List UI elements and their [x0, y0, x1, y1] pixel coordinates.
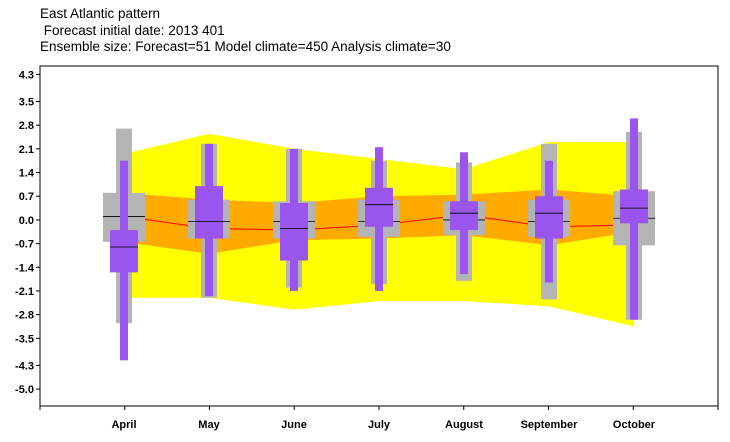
forecast-box: [450, 201, 478, 231]
x-axis: April May June July August September October: [39, 406, 719, 431]
y-tick-label: -4.3: [15, 360, 34, 372]
x-tick-label: September: [521, 419, 579, 431]
y-tick-label: -5.0: [15, 384, 34, 396]
chart-subtitle-ensemble-size: Ensemble size: Forecast=51 Model climate…: [40, 39, 451, 54]
forecast-box: [365, 187, 393, 227]
x-tick-label: June: [281, 419, 307, 431]
y-tick-label: -2.1: [15, 286, 34, 298]
box-group-september: [528, 143, 570, 300]
x-tick-label: July: [368, 419, 391, 431]
forecast-box: [110, 230, 138, 273]
x-tick-label: May: [198, 419, 220, 431]
box-group-august: [443, 152, 485, 281]
x-tick-label: October: [613, 419, 656, 431]
chart-title: East Atlantic pattern: [40, 6, 161, 21]
y-tick-label: 2.8: [19, 120, 34, 132]
box-plots: [103, 118, 655, 361]
y-tick-label: 0.0: [19, 215, 34, 227]
box-group-july: [358, 147, 400, 291]
box-group-may: [188, 143, 230, 298]
y-tick-label: -0.7: [15, 239, 34, 251]
x-tick-label: August: [445, 419, 483, 431]
y-tick-label: -2.8: [15, 310, 34, 322]
chart-subtitle-forecast-date: Forecast initial date: 2013 401: [40, 22, 225, 38]
y-tick-label: 1.4: [19, 168, 35, 180]
forecast-box: [620, 189, 648, 224]
y-tick-label: 3.5: [19, 97, 34, 109]
y-tick-label: -3.5: [15, 333, 34, 345]
y-tick-label: -1.4: [15, 262, 35, 274]
y-tick-label: 2.1: [19, 144, 34, 156]
forecast-box: [280, 203, 308, 261]
y-axis: 4.3 3.5 2.8 2.1 1.4 0.7 0.0 -0.7 -1.4 -2.1 -2.8 -3.…: [15, 69, 40, 396]
forecast-box: [535, 196, 563, 239]
x-tick-label: April: [111, 419, 136, 431]
y-tick-label: 0.7: [19, 191, 34, 203]
chart-titles: East Atlantic pattern Forecast initial d…: [40, 6, 451, 56]
box-group-june: [273, 148, 315, 291]
box-group-april: [103, 128, 145, 361]
y-tick-label: 4.3: [19, 69, 34, 81]
forecast-box: [195, 186, 223, 239]
box-group-october: [613, 118, 655, 320]
